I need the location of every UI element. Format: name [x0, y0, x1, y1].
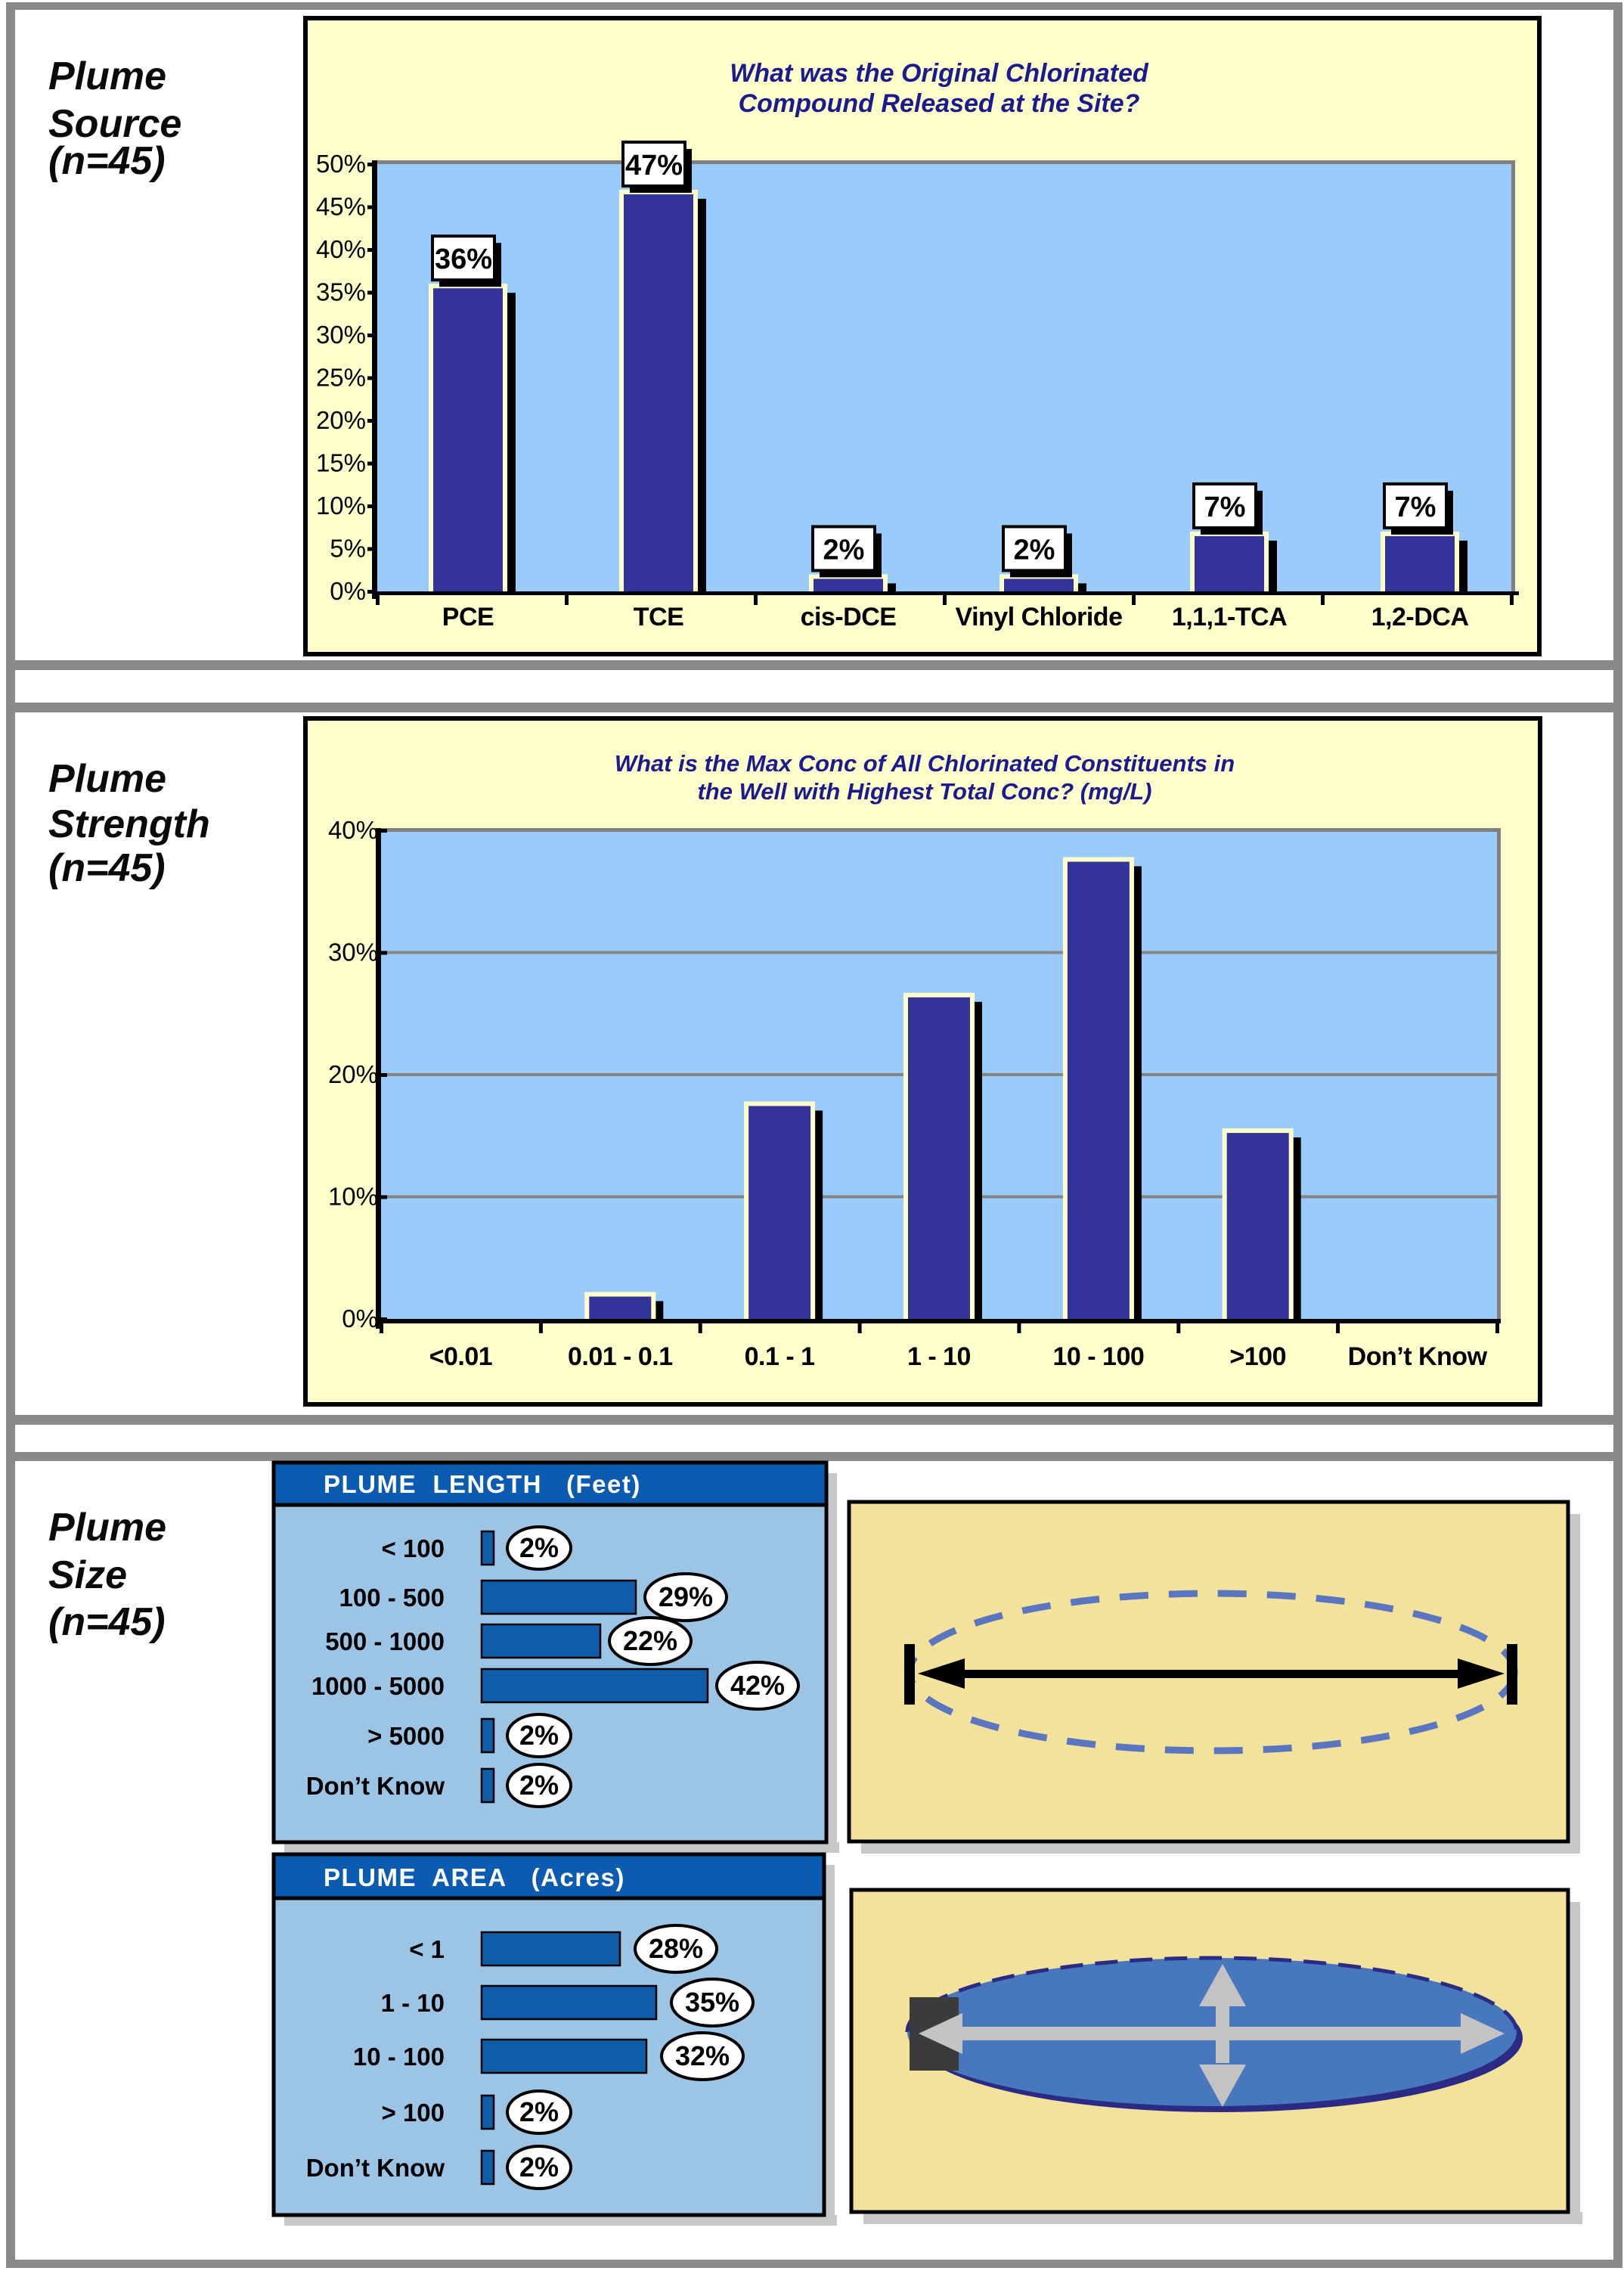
svg-text:PLUME LENGTH (Feet): PLUME LENGTH (Feet) [324, 1470, 641, 1498]
svg-text:Size: Size [48, 1553, 127, 1597]
svg-text:Vinyl Chloride: Vinyl Chloride [956, 603, 1123, 631]
svg-text:47%: 47% [625, 150, 683, 181]
svg-text:1 - 10: 1 - 10 [381, 1989, 445, 2017]
svg-text:Plume: Plume [48, 757, 166, 801]
svg-text:10 - 100: 10 - 100 [1053, 1342, 1145, 1371]
svg-text:Source: Source [48, 102, 181, 146]
svg-text:28%: 28% [649, 1933, 703, 1964]
svg-text:2%: 2% [519, 2152, 559, 2183]
svg-text:40%: 40% [316, 235, 366, 263]
svg-text:Plume: Plume [48, 1506, 166, 1550]
svg-text:25%: 25% [316, 364, 366, 392]
svg-text:PCE: PCE [442, 603, 494, 631]
svg-text:< 100: < 100 [382, 1534, 445, 1562]
svg-text:30%: 30% [316, 321, 366, 349]
svg-text:Don’t Know: Don’t Know [306, 1772, 445, 1800]
svg-text:Don’t Know: Don’t Know [1348, 1342, 1488, 1371]
svg-text:0%: 0% [330, 577, 366, 605]
svg-text:22%: 22% [623, 1625, 677, 1656]
svg-text:36%: 36% [435, 244, 492, 275]
svg-text:5%: 5% [330, 535, 366, 563]
svg-text:> 100: > 100 [382, 2099, 445, 2127]
svg-text:500 - 1000: 500 - 1000 [325, 1627, 445, 1655]
svg-text:15%: 15% [316, 449, 366, 477]
svg-text:What is the Max Conc of All Ch: What is the Max Conc of All Chlorinated … [615, 750, 1235, 777]
svg-text:the Well with Highest Total Co: the Well with Highest Total Conc? (mg/L) [697, 778, 1151, 805]
svg-text:40%: 40% [328, 816, 378, 844]
svg-text:7%: 7% [1204, 492, 1246, 523]
svg-text:< 1: < 1 [409, 1935, 445, 1963]
svg-text:(n=45): (n=45) [48, 846, 166, 890]
svg-text:>100: >100 [1229, 1342, 1286, 1371]
svg-text:35%: 35% [685, 1987, 739, 2018]
svg-text:10%: 10% [316, 492, 366, 520]
svg-text:50%: 50% [316, 150, 366, 178]
svg-text:29%: 29% [659, 1581, 713, 1612]
svg-text:20%: 20% [316, 406, 366, 434]
svg-text:Plume: Plume [48, 54, 166, 98]
svg-text:0%: 0% [342, 1305, 378, 1333]
svg-text:What was the Original Chlorina: What was the Original Chlorinated [730, 59, 1149, 88]
svg-text:(n=45): (n=45) [48, 1600, 166, 1644]
svg-text:7%: 7% [1395, 492, 1436, 523]
svg-text:TCE: TCE [634, 603, 684, 631]
svg-text:1,1,1-TCA: 1,1,1-TCA [1172, 603, 1287, 631]
svg-text:20%: 20% [328, 1060, 378, 1088]
svg-text:2%: 2% [519, 1770, 559, 1801]
svg-text:10%: 10% [328, 1183, 378, 1211]
svg-text:100 - 500: 100 - 500 [339, 1584, 445, 1612]
svg-text:<0.01: <0.01 [429, 1342, 493, 1371]
svg-text:Don’t Know: Don’t Know [306, 2154, 445, 2182]
svg-text:30%: 30% [328, 938, 378, 966]
svg-text:45%: 45% [316, 193, 366, 221]
svg-text:32%: 32% [675, 2040, 730, 2071]
svg-text:0.1 - 1: 0.1 - 1 [745, 1342, 815, 1371]
svg-text:2%: 2% [519, 1720, 559, 1751]
svg-text:2%: 2% [1014, 534, 1055, 566]
svg-text:1,2-DCA: 1,2-DCA [1371, 603, 1469, 631]
svg-text:PLUME AREA (Acres): PLUME AREA (Acres) [324, 1863, 625, 1891]
svg-text:1 - 10: 1 - 10 [907, 1342, 971, 1371]
svg-text:42%: 42% [730, 1670, 785, 1701]
svg-text:0.01 - 0.1: 0.01 - 0.1 [568, 1342, 673, 1371]
svg-text:(n=45): (n=45) [48, 139, 166, 183]
svg-text:2%: 2% [519, 2096, 559, 2127]
svg-text:35%: 35% [316, 278, 366, 306]
svg-text:> 5000: > 5000 [367, 1722, 445, 1750]
svg-text:2%: 2% [519, 1532, 559, 1563]
svg-text:10 - 100: 10 - 100 [353, 2043, 445, 2071]
svg-text:2%: 2% [823, 534, 865, 566]
svg-text:Strength: Strength [48, 802, 210, 846]
svg-text:1000 - 5000: 1000 - 5000 [311, 1672, 445, 1700]
svg-text:cis-DCE: cis-DCE [801, 603, 897, 631]
svg-text:Compound Released at the Site?: Compound Released at the Site? [739, 89, 1140, 118]
